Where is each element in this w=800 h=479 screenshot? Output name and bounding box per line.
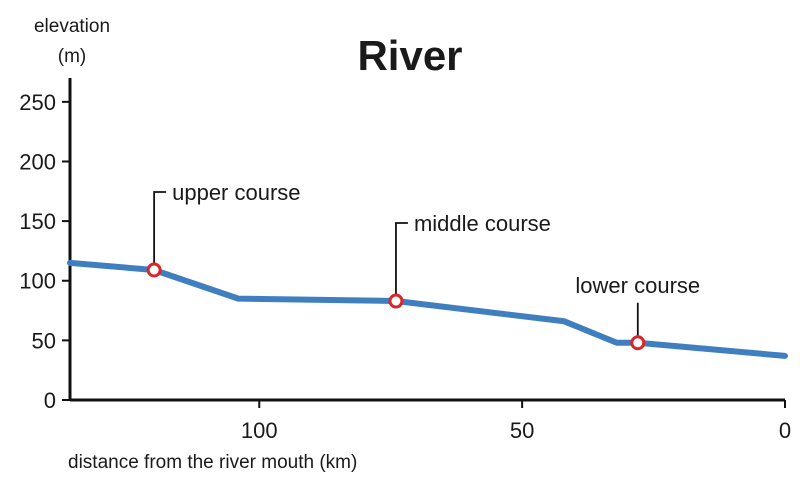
y-tick-label: 200 bbox=[19, 149, 56, 174]
annotation-leader bbox=[153, 191, 167, 264]
x-tick-label: 0 bbox=[779, 418, 791, 443]
x-tick-label: 100 bbox=[241, 418, 278, 443]
y-tick-label: 250 bbox=[19, 90, 56, 115]
annotation-label: upper course bbox=[172, 180, 300, 205]
y-tick-label: 100 bbox=[19, 269, 56, 294]
x-axis-label: distance from the river mouth (km) bbox=[68, 452, 357, 473]
y-tick-label: 150 bbox=[19, 209, 56, 234]
annotation-marker bbox=[630, 335, 646, 351]
chart-title: River bbox=[357, 32, 462, 79]
x-tick-label: 50 bbox=[510, 418, 534, 443]
annotation-marker bbox=[146, 262, 162, 278]
annotation-label: middle course bbox=[414, 211, 551, 236]
y-axis-label-line1: elevation bbox=[34, 16, 110, 37]
annotation-marker bbox=[388, 293, 404, 309]
y-tick-label: 50 bbox=[32, 328, 56, 353]
annotation-leader bbox=[395, 222, 408, 295]
annotation-label: lower course bbox=[575, 273, 700, 298]
y-axis-label-line2: (m) bbox=[58, 46, 86, 67]
annotation-layer: upper course middle course lower course bbox=[146, 180, 700, 351]
tick-labels: 0 50 100 150 200 250 100 50 0 bbox=[19, 90, 791, 443]
y-tick-label: 0 bbox=[44, 388, 56, 413]
axes bbox=[62, 78, 786, 408]
